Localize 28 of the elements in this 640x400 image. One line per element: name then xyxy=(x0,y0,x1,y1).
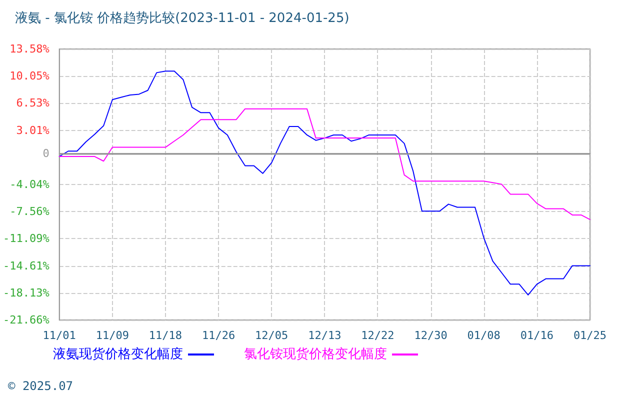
x-tick-label: 11/09 xyxy=(96,329,129,342)
text: © 2025.07 xyxy=(8,379,74,393)
x-tick-label: 01/25 xyxy=(573,329,607,342)
line-series xyxy=(58,108,590,220)
y-tick-label: -11.09% xyxy=(3,232,50,246)
chart-title: 液氨 - 氯化铵 价格趋势比较(2023-11-01 - 2024-01-25) xyxy=(15,11,350,26)
y-tick-label: 13.58% xyxy=(10,42,50,56)
y-tick-label: -4.04% xyxy=(10,178,50,191)
y-tick-label: -7.56% xyxy=(10,205,50,218)
x-tick-label: 11/01 xyxy=(42,329,76,342)
x-tick-label: 12/22 xyxy=(361,329,394,342)
x-tick-label: 12/05 xyxy=(255,329,288,342)
y-tick-label: 6.53% xyxy=(16,96,50,110)
y-tick-label: 3.01% xyxy=(16,124,50,137)
y-tick-label: 0 xyxy=(42,146,50,160)
legend-label: 液氨现货价格变化幅度 xyxy=(53,346,183,362)
y-tick-label: -18.13% xyxy=(3,286,50,300)
x-tick-label: 12/13 xyxy=(308,329,342,342)
line-series xyxy=(58,70,590,296)
y-tick-label: -14.61% xyxy=(3,259,50,272)
x-tick-label: 01/16 xyxy=(520,329,554,342)
y-tick-label: -21.66% xyxy=(3,314,50,326)
x-tick-label: 12/30 xyxy=(414,329,448,342)
y-tick-label: 10.05% xyxy=(10,70,50,83)
legend-label: 氯化铵现货价格变化幅度 xyxy=(244,346,387,362)
x-tick-label: 11/18 xyxy=(148,329,182,342)
x-tick-label: 01/08 xyxy=(467,329,500,342)
x-tick-label: 11/26 xyxy=(202,329,236,342)
